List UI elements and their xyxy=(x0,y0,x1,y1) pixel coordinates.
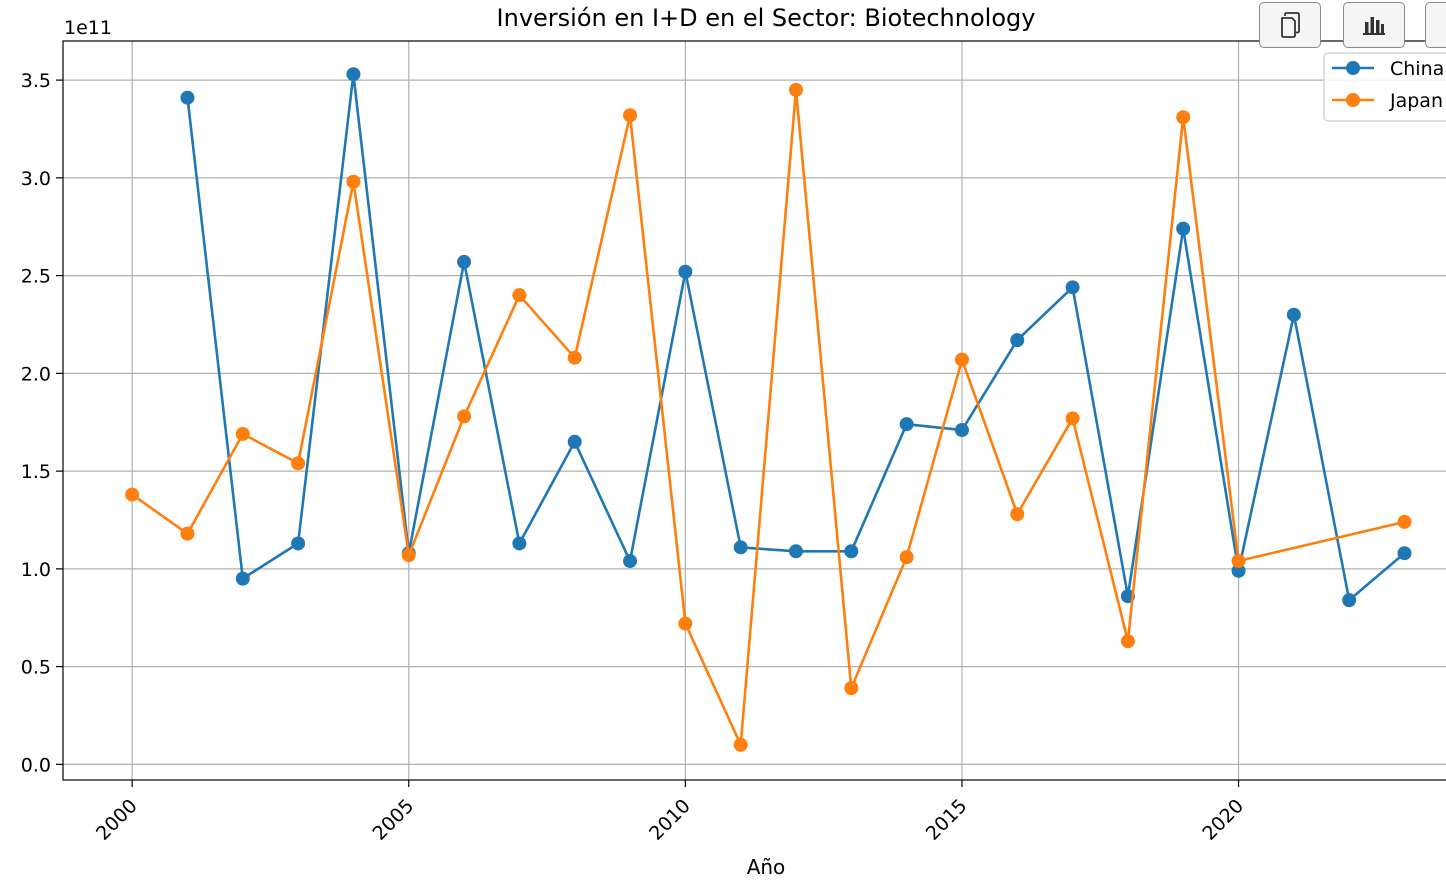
japan-data-point xyxy=(733,737,748,752)
japan-data-point xyxy=(235,426,250,441)
y-tick-label: 0.5 xyxy=(21,657,51,679)
japan-data-point xyxy=(457,409,472,424)
china-data-point xyxy=(180,90,195,105)
china-data-point xyxy=(1286,307,1301,322)
china-data-point xyxy=(899,417,914,432)
more-button[interactable] xyxy=(1425,2,1446,48)
japan-data-point xyxy=(954,352,969,367)
legend-label-japan: Japan xyxy=(1389,90,1443,112)
china-data-point xyxy=(954,423,969,438)
axis-ticks: 2000 2005 2010 2015 2020 0.0 0.5 1.0 1.5 2.0 2.5 3.… xyxy=(21,70,1248,845)
y-tick-label: 1.5 xyxy=(21,461,51,483)
chart-title: Inversión en I+D en el Sector: Biotechno… xyxy=(497,4,1036,32)
japan-data-point xyxy=(512,288,527,303)
japan-data-point xyxy=(1065,411,1080,426)
x-tick-label: 2005 xyxy=(369,795,419,845)
y-tick-label: 3.0 xyxy=(21,168,51,190)
china-data-point xyxy=(733,540,748,555)
copy-icon xyxy=(1281,12,1300,38)
china-data-point xyxy=(512,536,527,551)
china-data-point xyxy=(1397,546,1412,561)
y-offset-text: 1e11 xyxy=(64,17,112,39)
china-data-point xyxy=(1231,563,1246,578)
grid xyxy=(63,41,1446,780)
legend-label-china: China xyxy=(1390,58,1444,80)
japan-data-point xyxy=(401,548,416,563)
japan-data-point xyxy=(125,487,140,502)
x-axis-label: Año xyxy=(747,855,786,879)
legend: China Japan xyxy=(1323,52,1446,122)
y-tick-label: 3.5 xyxy=(21,70,51,92)
china-data-point xyxy=(1065,280,1080,295)
series-layer xyxy=(125,67,1412,752)
japan-data-point xyxy=(1397,514,1412,529)
china-data-point xyxy=(567,434,582,449)
china-data-point xyxy=(788,544,803,559)
japan-data-point xyxy=(788,82,803,97)
japan-data-point xyxy=(844,681,859,696)
china-data-point xyxy=(623,554,638,569)
y-tick-label: 0.0 xyxy=(21,754,51,776)
japan-data-point xyxy=(1176,110,1191,125)
china-data-point xyxy=(1342,593,1357,608)
china-data-point xyxy=(346,67,361,82)
japan-series-line xyxy=(131,88,1405,747)
x-tick-label: 2015 xyxy=(922,795,972,845)
japan-data-point xyxy=(1010,507,1025,522)
china-series-line xyxy=(186,72,1406,602)
china-data-point xyxy=(1010,333,1025,348)
china-data-point xyxy=(1176,221,1191,236)
japan-data-point xyxy=(1231,554,1246,569)
japan-data-point xyxy=(899,550,914,565)
japan-data-point xyxy=(623,108,638,123)
chart-view-button[interactable] xyxy=(1343,2,1405,48)
x-tick-label: 2020 xyxy=(1198,795,1248,845)
legend-marker-china xyxy=(1346,61,1360,75)
china-data-point xyxy=(235,571,250,586)
japan-data-point xyxy=(346,174,361,189)
china-data-point xyxy=(844,544,859,559)
x-tick-label: 2010 xyxy=(645,795,695,845)
y-tick-label: 2.0 xyxy=(21,363,51,385)
bar-chart-icon xyxy=(1363,17,1385,35)
plot-frame xyxy=(62,40,1446,781)
copy-button[interactable] xyxy=(1259,2,1321,48)
china-data-point xyxy=(678,264,693,279)
japan-data-point xyxy=(567,350,582,365)
japan-data-point xyxy=(1120,634,1135,649)
japan-data-point xyxy=(678,616,693,631)
y-tick-label: 1.0 xyxy=(21,559,51,581)
japan-data-point xyxy=(291,456,306,471)
legend-marker-japan xyxy=(1346,93,1360,107)
china-data-point xyxy=(457,254,472,269)
y-tick-label: 2.5 xyxy=(21,266,51,288)
japan-data-point xyxy=(180,526,195,541)
china-data-point xyxy=(291,536,306,551)
x-tick-label: 2000 xyxy=(92,795,142,845)
